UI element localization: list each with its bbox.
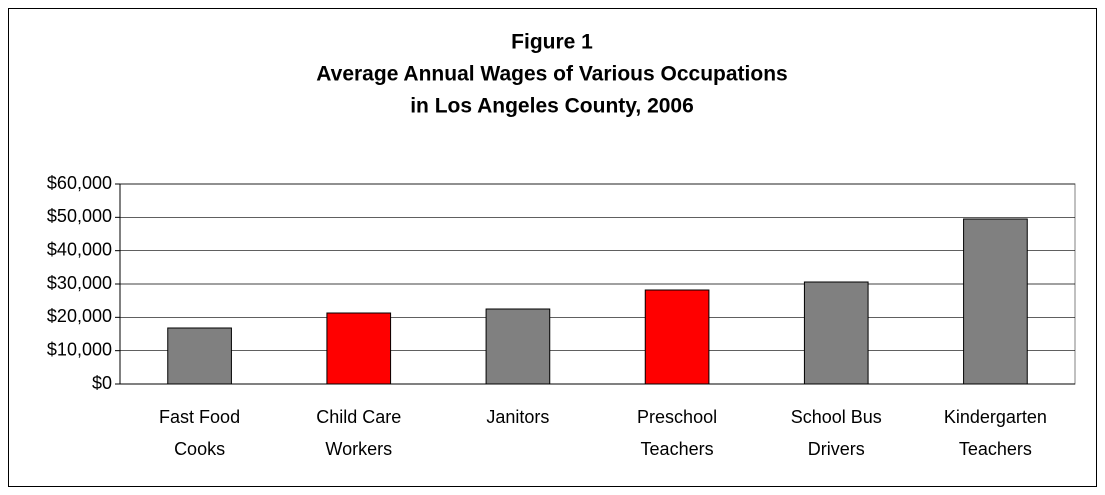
bar bbox=[485, 308, 551, 385]
y-tick-label: $30,000 bbox=[47, 273, 112, 293]
y-tick-label: $40,000 bbox=[47, 239, 112, 259]
y-tick-label: $20,000 bbox=[47, 306, 112, 326]
y-tick-label: $10,000 bbox=[47, 339, 112, 359]
chart-title: Figure 1 bbox=[511, 31, 593, 54]
x-tick-label: Teachers bbox=[959, 439, 1032, 459]
chart-frame bbox=[8, 8, 1097, 487]
bar bbox=[326, 312, 392, 385]
x-tick-label: Preschool bbox=[637, 407, 717, 427]
y-tick-label: $60,000 bbox=[47, 173, 112, 193]
x-tick-label: Fast Food bbox=[159, 407, 240, 427]
bar bbox=[167, 327, 232, 385]
x-tick-label: Drivers bbox=[808, 439, 865, 459]
bar bbox=[963, 218, 1028, 385]
bar bbox=[803, 281, 869, 385]
bar bbox=[644, 289, 710, 385]
y-tick-label: $0 bbox=[92, 373, 112, 393]
x-tick-label: Teachers bbox=[641, 439, 714, 459]
chart-title: in Los Angeles County, 2006 bbox=[410, 95, 694, 118]
x-tick-label: School Bus bbox=[791, 407, 882, 427]
x-tick-label: Workers bbox=[325, 439, 392, 459]
x-tick-label: Child Care bbox=[316, 407, 401, 427]
y-tick-label: $50,000 bbox=[47, 206, 112, 226]
chart-title: Average Annual Wages of Various Occupati… bbox=[316, 63, 787, 86]
x-tick-label: Cooks bbox=[174, 439, 225, 459]
x-tick-label: Janitors bbox=[486, 407, 549, 427]
x-tick-label: Kindergarten bbox=[944, 407, 1047, 427]
